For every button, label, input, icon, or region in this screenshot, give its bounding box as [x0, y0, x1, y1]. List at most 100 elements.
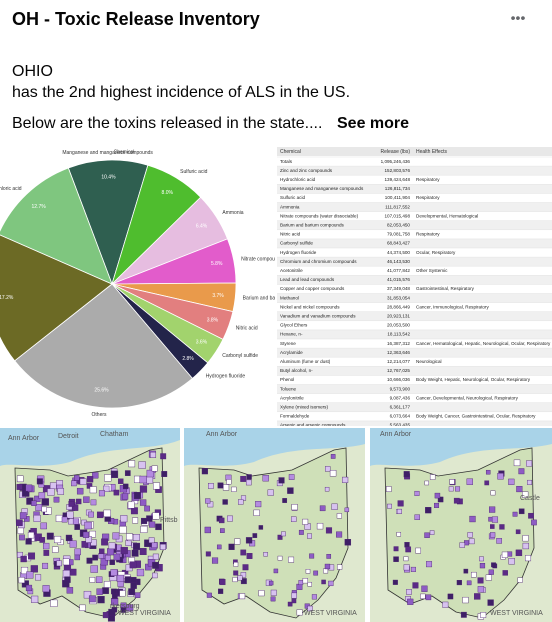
facility-marker [113, 489, 120, 496]
facility-marker [326, 554, 332, 559]
facility-marker [86, 557, 93, 564]
table-cell: 12,363,646 [387, 350, 410, 355]
facility-marker [525, 555, 532, 562]
table-header: Chemical [280, 149, 301, 155]
facility-marker [397, 500, 404, 507]
facility-marker [65, 534, 73, 542]
table-cell: 126,811,734 [385, 186, 411, 191]
facility-marker [296, 609, 303, 616]
table-cell: Nitric acid [280, 232, 301, 237]
facility-marker [414, 514, 420, 520]
table-cell: Acrylamide [280, 350, 303, 355]
facility-marker [474, 593, 481, 600]
facility-marker [86, 483, 93, 489]
table-cell: 41,077,842 [387, 268, 410, 273]
facility-marker [490, 532, 496, 538]
table-cell: Sulfuric acid [280, 195, 305, 200]
facility-marker [406, 589, 412, 595]
facility-marker [103, 581, 111, 588]
facility-marker [296, 583, 303, 590]
facility-marker [324, 486, 330, 492]
facility-marker [131, 549, 139, 557]
table-cell: 20,053,500 [387, 323, 410, 328]
facility-marker [393, 556, 399, 562]
see-more[interactable]: See more [337, 115, 409, 132]
facility-marker [81, 540, 89, 548]
table-row-bg [277, 420, 552, 426]
facility-marker [516, 485, 523, 493]
table-cell: 68,843,427 [387, 241, 410, 246]
facility-marker [456, 579, 462, 586]
facility-marker [109, 559, 115, 565]
table-cell: Cancer, Developmental, Neurological, Res… [416, 395, 519, 400]
facility-marker [83, 590, 92, 599]
facility-marker [488, 569, 494, 575]
table-cell: Respiratory [416, 195, 440, 200]
facility-marker [54, 535, 62, 544]
facility-marker [206, 592, 212, 598]
facility-marker [238, 499, 244, 505]
table-cell: 6,073,664 [390, 414, 411, 419]
facility-marker [447, 593, 454, 600]
facility-marker [393, 546, 399, 552]
table-row-bg [277, 293, 552, 303]
facility-marker [396, 532, 402, 537]
facility-marker [74, 524, 80, 530]
facility-marker [307, 581, 312, 587]
facility-marker [53, 496, 60, 503]
facility-marker [404, 542, 410, 548]
facility-marker [41, 506, 47, 513]
facility-marker [233, 562, 239, 567]
facility-marker [277, 534, 283, 540]
facility-marker [89, 486, 97, 494]
facility-marker [403, 556, 409, 562]
facility-marker [72, 504, 79, 511]
post-title[interactable]: OH - Toxic Release Inventory [12, 9, 260, 29]
facility-marker [218, 588, 224, 594]
facility-marker [84, 521, 92, 530]
facility-marker [490, 490, 496, 496]
facility-marker [273, 568, 279, 574]
facility-marker [448, 486, 454, 492]
facility-marker [325, 527, 333, 534]
maps: Ann Arbor Detroit ChathamPittsbrkersburgWE… [0, 428, 552, 622]
menu-button[interactable]: ••• [511, 10, 526, 26]
facility-marker [17, 551, 23, 558]
facility-marker [90, 499, 97, 506]
facility-marker [267, 489, 274, 496]
facility-marker [337, 564, 343, 570]
table-cell: Zinc and zinc compounds [280, 168, 333, 173]
facility-marker [74, 475, 80, 481]
facility-marker [491, 562, 496, 568]
table-cell: Chromium and chromium compounds [280, 259, 357, 264]
facility-marker [71, 480, 77, 487]
map-label: Ann Arbor [206, 431, 238, 438]
table-cell: Gastrointestinal, Respiratory [416, 286, 475, 291]
facility-marker [25, 584, 33, 592]
facility-marker [321, 579, 326, 585]
map-label: WEST VIRGINIA [304, 610, 357, 617]
facility-marker [201, 468, 208, 475]
table-cell: Copper and copper compounds [280, 286, 345, 291]
facility-marker [127, 501, 135, 509]
slice-value-label: 3.6% [196, 339, 208, 345]
facility-marker [515, 529, 521, 535]
facility-marker [16, 475, 24, 483]
facility-marker [104, 474, 112, 482]
table-cell: Respiratory [416, 232, 440, 237]
facility-marker [38, 492, 46, 499]
facility-marker [124, 470, 131, 476]
facility-marker [126, 533, 133, 541]
facility-marker [79, 478, 87, 485]
facility-marker [420, 593, 426, 599]
facility-marker [414, 490, 420, 496]
facility-marker [242, 564, 249, 571]
facility-marker [240, 572, 247, 578]
facility-marker [291, 504, 298, 511]
facility-marker [287, 487, 294, 494]
facility-marker [46, 532, 54, 540]
table-cell: Toluene [280, 386, 297, 391]
facility-marker [403, 471, 410, 478]
table-cell: Butyl alcohol, n- [280, 368, 313, 373]
